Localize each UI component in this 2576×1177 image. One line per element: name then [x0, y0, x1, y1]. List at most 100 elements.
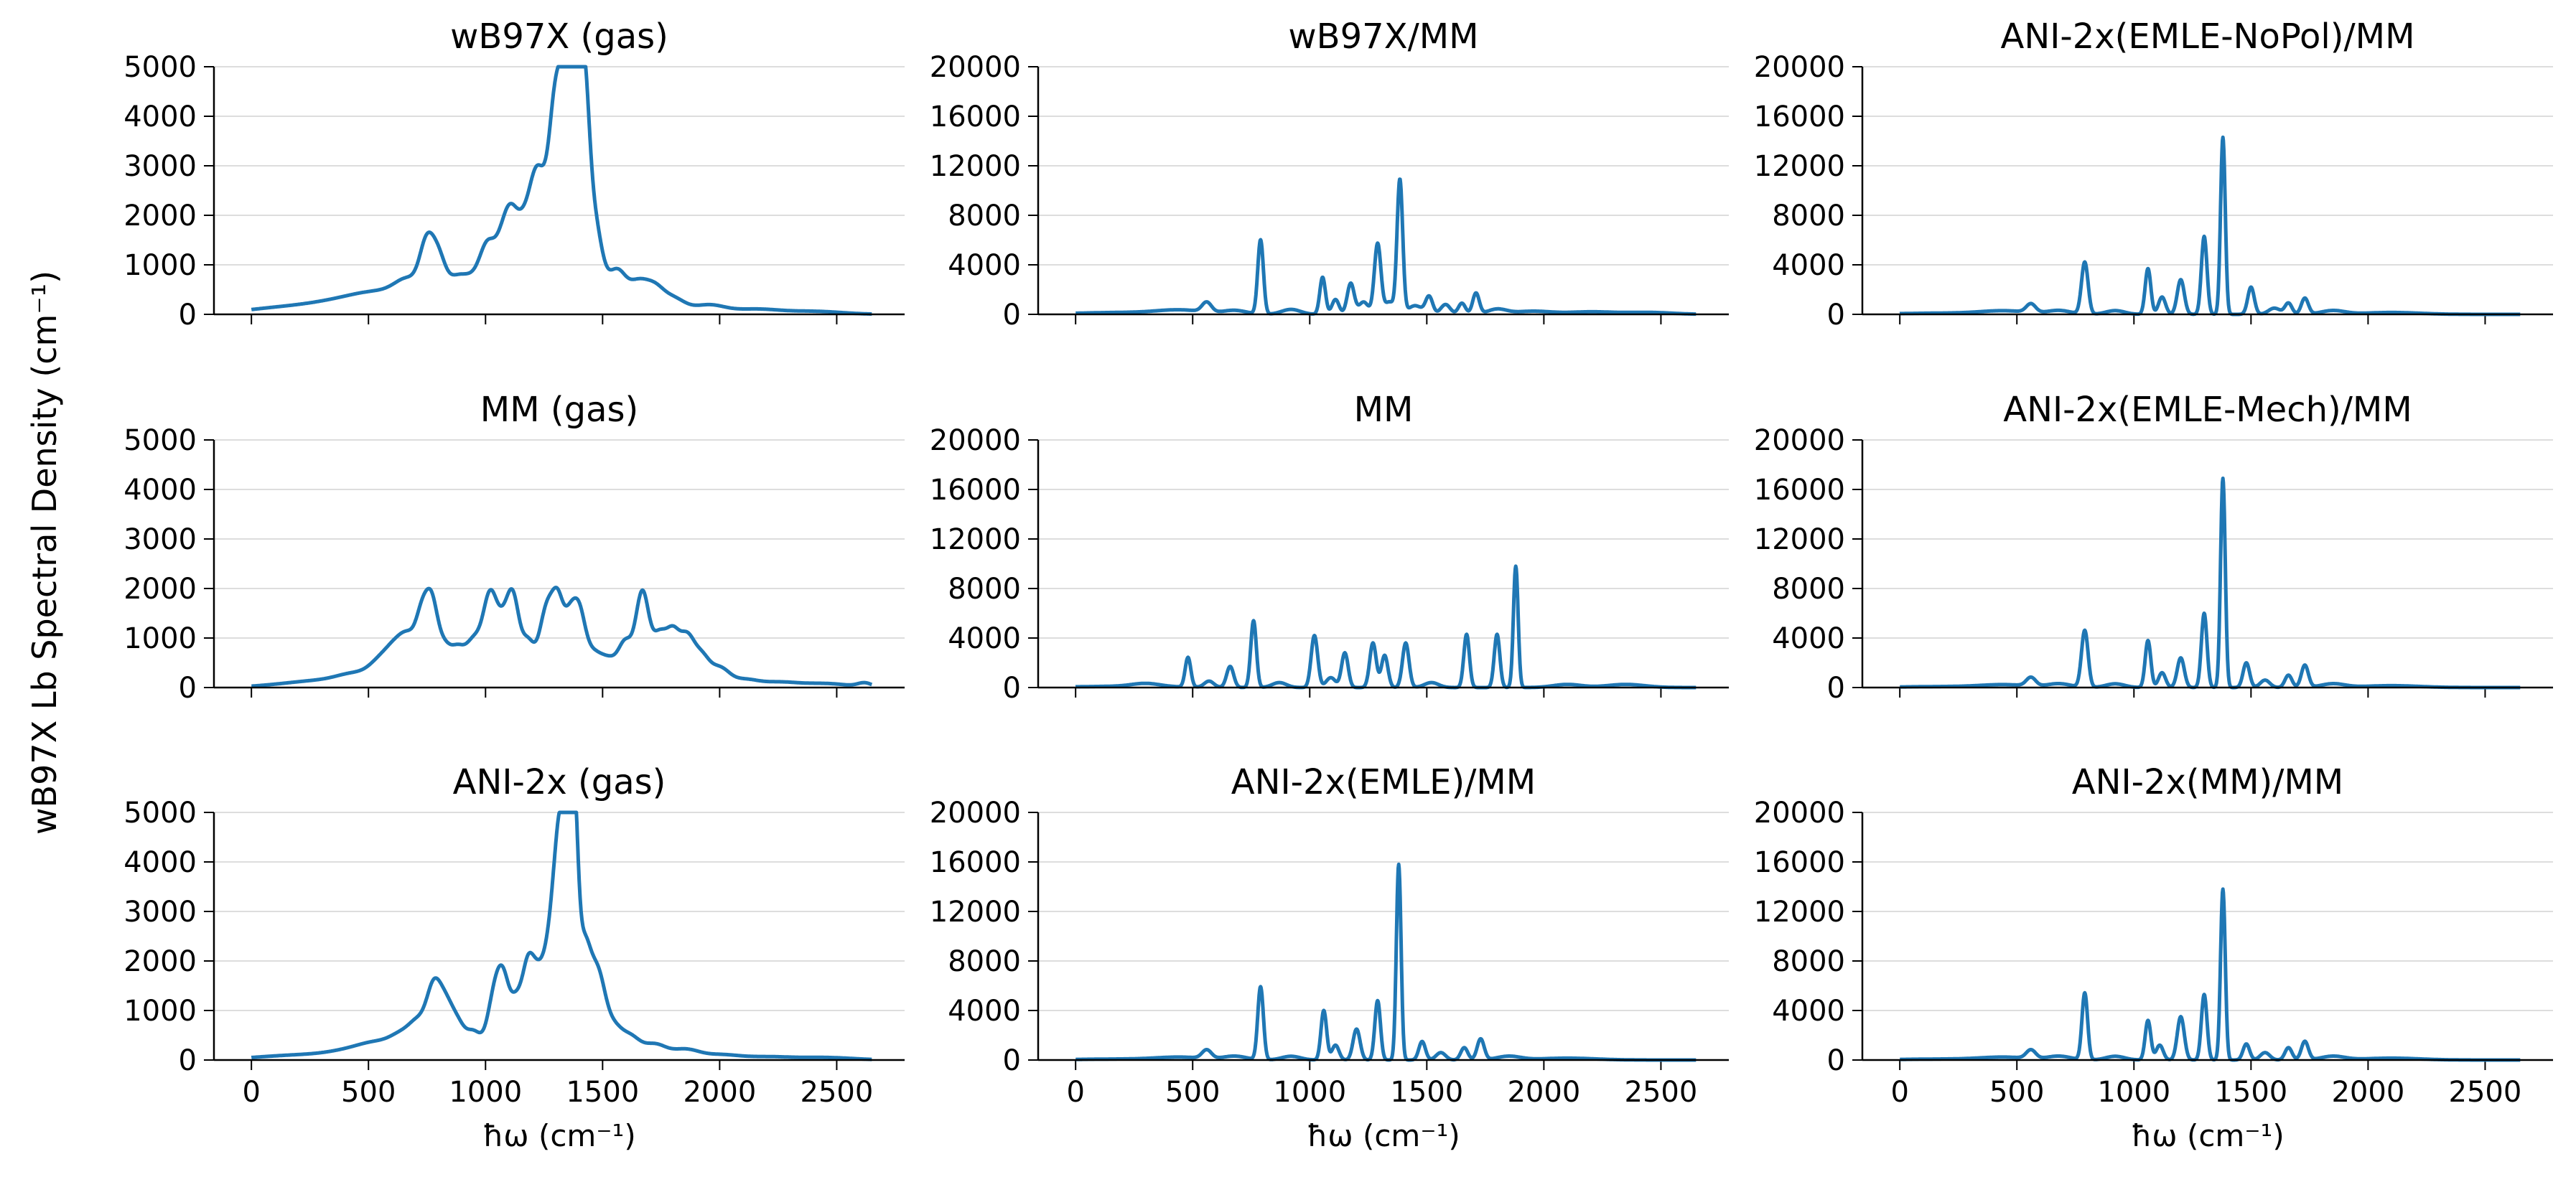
y-tick-label: 16000 — [1754, 100, 1845, 133]
panel-title: ANI-2x (gas) — [453, 762, 666, 802]
y-tick-label: 0 — [179, 1044, 197, 1077]
y-tick-label: 20000 — [1754, 51, 1845, 84]
x-tick-label: 2000 — [1507, 1076, 1580, 1109]
series-line — [1898, 887, 2522, 1062]
y-tick-label: 1000 — [123, 995, 197, 1028]
x-tick-label: 2500 — [801, 1076, 874, 1109]
y-tick-label: 12000 — [1754, 896, 1845, 929]
panel-title: wB97X/MM — [1288, 17, 1478, 57]
panel-title: ANI-2x(MM)/MM — [2072, 762, 2343, 802]
y-tick-label: 12000 — [930, 150, 1021, 183]
panel-title: MM — [1354, 390, 1414, 430]
y-tick-label: 8000 — [948, 945, 1021, 978]
y-tick-label: 3000 — [123, 150, 197, 183]
y-tick-label: 0 — [179, 672, 197, 705]
y-tick-label: 4000 — [948, 995, 1021, 1028]
y-tick-label: 20000 — [930, 424, 1021, 457]
panel-ani-2x-emle-nopol-mm: ANI-2x(EMLE-NoPol)/MM 0 4000 8000 12000 16000… — [1754, 17, 2553, 332]
series-line — [250, 810, 874, 1061]
y-tick-label: 16000 — [930, 846, 1021, 879]
panel-mm: MM 0 4000 8000 12000 16000 20000 — [930, 390, 1729, 705]
y-tick-label: 8000 — [1772, 573, 1845, 606]
panel-grid: wB97X (gas)010002000300040005000wB97X/MM… — [123, 17, 2553, 1153]
y-tick-label: 0 — [179, 299, 197, 332]
y-tick-label: 2000 — [123, 573, 197, 606]
y-tick-label: 5000 — [123, 424, 197, 457]
panel-title: ANI-2x(EMLE-Mech)/MM — [2003, 390, 2412, 430]
x-axis-label: ħω (cm⁻¹) — [482, 1118, 636, 1153]
x-tick-label: 500 — [341, 1076, 396, 1109]
x-tick-label: 500 — [1989, 1076, 2044, 1109]
y-tick-label: 4000 — [948, 622, 1021, 655]
x-tick-label: 2500 — [1625, 1076, 1698, 1109]
y-tick-label: 12000 — [1754, 523, 1845, 556]
series-line — [1898, 135, 2522, 316]
y-tick-label: 12000 — [930, 896, 1021, 929]
y-tick-label: 5000 — [123, 51, 197, 84]
y-tick-label: 4000 — [1772, 622, 1845, 655]
y-tick-label: 16000 — [1754, 846, 1845, 879]
y-tick-label: 20000 — [1754, 424, 1845, 457]
x-tick-label: 2500 — [2449, 1076, 2522, 1109]
y-tick-label: 8000 — [1772, 945, 1845, 978]
x-axis-label: ħω (cm⁻¹) — [1307, 1118, 1460, 1153]
y-tick-label: 0 — [1827, 672, 1845, 705]
y-tick-label: 4000 — [123, 474, 197, 507]
y-tick-label: 3000 — [123, 523, 197, 556]
y-tick-label: 0 — [1003, 299, 1021, 332]
x-tick-label: 1000 — [449, 1076, 522, 1109]
y-tick-label: 4000 — [123, 100, 197, 133]
panel-ani-2x-mm-mm: ANI-2x(MM)/MM 0 4000 8000 12000 16000 20000 0 50… — [1754, 762, 2553, 1153]
panel-ani-2x-emle-mm: ANI-2x(EMLE)/MM 0 4000 8000 12000 16000 20000 0… — [930, 762, 1729, 1153]
x-tick-label: 1500 — [1390, 1076, 1463, 1109]
x-tick-label: 1500 — [2214, 1076, 2287, 1109]
series-line — [250, 586, 874, 688]
y-tick-label: 8000 — [948, 573, 1021, 606]
series-line — [250, 65, 874, 316]
x-axis-label: ħω (cm⁻¹) — [2131, 1118, 2285, 1153]
panel-title: wB97X (gas) — [450, 17, 668, 57]
y-tick-label: 4000 — [123, 846, 197, 879]
panel-wb97x-mm: wB97X/MM 0 4000 8000 12000 16000 20000 — [930, 17, 1729, 332]
y-tick-label: 2000 — [123, 945, 197, 978]
x-tick-label: 0 — [1890, 1076, 1908, 1109]
y-tick-label: 1000 — [123, 622, 197, 655]
y-tick-label: 1000 — [123, 249, 197, 282]
y-tick-label: 0 — [1827, 1044, 1845, 1077]
y-tick-label: 16000 — [1754, 474, 1845, 507]
x-tick-label: 2000 — [683, 1076, 756, 1109]
x-tick-label: 0 — [242, 1076, 260, 1109]
x-tick-label: 1500 — [566, 1076, 639, 1109]
panel-wb97x-gas: wB97X (gas) 0 1000 2000 3000 4000 5000 — [123, 17, 905, 332]
figure-y-axis-label: wB97X Lb Spectral Density (cm⁻¹) — [25, 271, 64, 835]
panel-title: ANI-2x(EMLE)/MM — [1231, 762, 1536, 802]
y-tick-label: 4000 — [948, 249, 1021, 282]
y-tick-label: 8000 — [948, 200, 1021, 233]
y-tick-label: 20000 — [1754, 797, 1845, 830]
y-tick-label: 8000 — [1772, 200, 1845, 233]
y-tick-label: 12000 — [930, 523, 1021, 556]
series-line — [1074, 564, 1698, 690]
x-tick-label: 1000 — [2097, 1076, 2170, 1109]
x-tick-label: 1000 — [1273, 1076, 1346, 1109]
y-tick-label: 12000 — [1754, 150, 1845, 183]
panel-mm-gas: MM (gas) 0 1000 2000 3000 4000 5000 — [123, 390, 905, 705]
series-line — [1074, 177, 1698, 316]
y-tick-label: 3000 — [123, 896, 197, 929]
y-tick-label: 16000 — [930, 100, 1021, 133]
y-tick-label: 20000 — [930, 51, 1021, 84]
x-tick-label: 500 — [1165, 1076, 1220, 1109]
x-tick-label: 0 — [1066, 1076, 1084, 1109]
y-tick-label: 0 — [1003, 672, 1021, 705]
y-tick-label: 0 — [1827, 299, 1845, 332]
panel-ani-2x-emle-mech-mm: ANI-2x(EMLE-Mech)/MM 0 4000 8000 12000 16000 2… — [1754, 390, 2553, 705]
series-line — [1898, 477, 2522, 690]
panel-ani-2x-gas: ANI-2x (gas) 0 1000 2000 3000 4000 5000 0 500 100… — [123, 762, 905, 1153]
y-tick-label: 20000 — [930, 797, 1021, 830]
y-tick-label: 4000 — [1772, 995, 1845, 1028]
y-tick-label: 2000 — [123, 200, 197, 233]
panel-title: ANI-2x(EMLE-NoPol)/MM — [2001, 17, 2415, 57]
y-tick-label: 0 — [1003, 1044, 1021, 1077]
y-tick-label: 5000 — [123, 797, 197, 830]
